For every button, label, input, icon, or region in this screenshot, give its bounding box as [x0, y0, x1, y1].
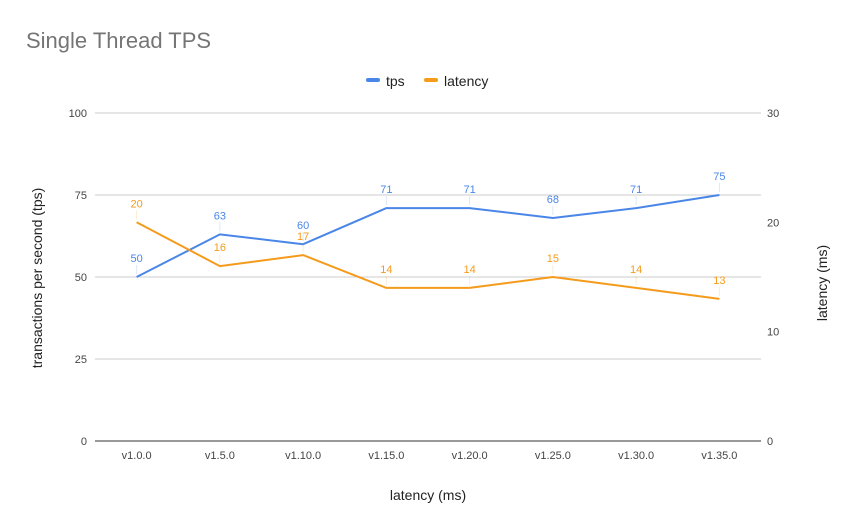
- x-axis-ticks: v1.0.0 v1.5.0 v1.10.0 v1.15.0 v1.20.0 v1.25.0…: [122, 450, 738, 462]
- x-tick-label: v1.10.0: [285, 450, 321, 462]
- x-tick-label: v1.25.0: [535, 450, 571, 462]
- y-tick-label: 100: [69, 108, 87, 120]
- data-labels: 50 63 60 71 71 68 71 75 20 16 17 14 14 15 14 13: [131, 171, 726, 296]
- legend-label-tps: tps: [386, 73, 405, 89]
- y-tick-label: 50: [75, 272, 87, 284]
- x-tick-label: v1.0.0: [122, 450, 152, 462]
- data-label-tps: 71: [630, 184, 642, 196]
- y2-axis-title: latency (ms): [814, 245, 830, 321]
- x-tick-label: v1.20.0: [452, 450, 488, 462]
- data-label-latency: 13: [713, 275, 725, 287]
- legend-label-latency: latency: [444, 73, 488, 89]
- gridlines: [95, 112, 761, 442]
- data-label-latency: 14: [630, 264, 642, 276]
- x-axis-title: latency (ms): [390, 487, 466, 503]
- data-label-tps: 68: [547, 194, 559, 206]
- data-label-latency: 15: [547, 253, 559, 265]
- data-label-latency: 16: [214, 242, 226, 254]
- data-label-latency: 14: [464, 264, 476, 276]
- series-line-latency: [136, 221, 720, 300]
- y-tick-label: 25: [75, 354, 87, 366]
- data-label-latency: 17: [297, 231, 309, 243]
- legend: tps latency: [366, 73, 488, 89]
- chart-title: Single Thread TPS: [26, 28, 211, 53]
- legend-swatch-latency: [424, 78, 438, 82]
- x-tick-label: v1.5.0: [205, 450, 235, 462]
- y2-tick-label: 30: [767, 108, 779, 120]
- legend-swatch-tps: [366, 78, 380, 82]
- y2-tick-label: 20: [767, 217, 779, 229]
- series-line-tps: [136, 194, 720, 278]
- x-tick-label: v1.30.0: [618, 450, 654, 462]
- data-label-tps: 71: [464, 184, 476, 196]
- data-label-latency: 20: [131, 198, 143, 210]
- y2-tick-label: 0: [767, 436, 773, 448]
- y-tick-label: 75: [75, 190, 87, 202]
- y2-tick-label: 10: [767, 327, 779, 339]
- y-axis-title: transactions per second (tps): [29, 188, 45, 369]
- x-tick-label: v1.35.0: [701, 450, 737, 462]
- data-label-tps: 75: [713, 171, 725, 183]
- left-axis-ticks: 0 25 50 75 100: [69, 108, 87, 448]
- right-axis-ticks: 0 10 20 30: [767, 108, 779, 448]
- data-label-tps: 60: [297, 220, 309, 232]
- data-label-tps: 50: [131, 253, 143, 265]
- x-tick-label: v1.15.0: [368, 450, 404, 462]
- data-label-tps: 63: [214, 210, 226, 222]
- data-label-tps: 71: [380, 184, 392, 196]
- series-lines: [136, 194, 720, 300]
- data-label-latency: 14: [380, 264, 392, 276]
- y-tick-label: 0: [81, 436, 87, 448]
